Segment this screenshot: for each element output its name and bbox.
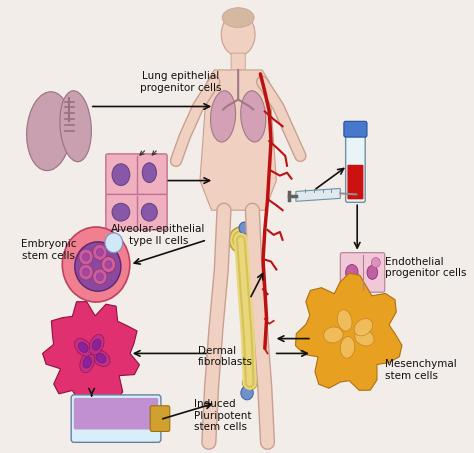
Ellipse shape	[92, 339, 101, 350]
Circle shape	[82, 268, 90, 276]
Ellipse shape	[112, 164, 130, 186]
FancyBboxPatch shape	[231, 53, 245, 73]
FancyBboxPatch shape	[346, 129, 365, 202]
Ellipse shape	[221, 13, 255, 56]
Ellipse shape	[74, 338, 92, 356]
Circle shape	[239, 222, 250, 234]
Ellipse shape	[96, 353, 106, 363]
Circle shape	[105, 260, 112, 269]
Ellipse shape	[324, 327, 343, 343]
Circle shape	[241, 386, 253, 400]
Ellipse shape	[89, 334, 104, 355]
Ellipse shape	[222, 8, 254, 28]
Ellipse shape	[78, 342, 88, 352]
Circle shape	[105, 233, 123, 253]
Ellipse shape	[60, 91, 91, 162]
Ellipse shape	[346, 265, 358, 280]
Ellipse shape	[27, 92, 71, 171]
Text: Embryonic
stem cells: Embryonic stem cells	[21, 239, 77, 260]
Ellipse shape	[355, 329, 374, 346]
Circle shape	[229, 227, 252, 253]
FancyBboxPatch shape	[347, 165, 364, 199]
Text: Endothelial
progenitor cells: Endothelial progenitor cells	[385, 257, 466, 278]
Ellipse shape	[83, 357, 91, 368]
Circle shape	[105, 260, 112, 269]
Circle shape	[79, 264, 93, 280]
FancyBboxPatch shape	[344, 121, 367, 137]
Circle shape	[96, 273, 103, 281]
Ellipse shape	[80, 352, 94, 373]
Circle shape	[93, 245, 107, 260]
Circle shape	[96, 248, 103, 256]
Ellipse shape	[210, 91, 236, 142]
Ellipse shape	[367, 265, 378, 280]
FancyBboxPatch shape	[106, 154, 167, 195]
Text: Alveolar-epithelial
type II cells: Alveolar-epithelial type II cells	[111, 224, 205, 246]
Ellipse shape	[241, 91, 266, 142]
FancyBboxPatch shape	[74, 398, 158, 429]
Text: Dermal
fibroblasts: Dermal fibroblasts	[198, 346, 253, 367]
Ellipse shape	[141, 203, 157, 221]
Circle shape	[62, 227, 130, 302]
Circle shape	[233, 231, 249, 249]
Polygon shape	[296, 188, 340, 201]
Polygon shape	[200, 70, 276, 210]
Circle shape	[93, 269, 107, 284]
FancyBboxPatch shape	[106, 194, 167, 230]
Circle shape	[79, 249, 93, 265]
Text: Mesenchymal
stem cells: Mesenchymal stem cells	[385, 359, 456, 381]
FancyBboxPatch shape	[340, 253, 385, 292]
Ellipse shape	[337, 310, 352, 331]
Ellipse shape	[75, 242, 121, 291]
Ellipse shape	[340, 337, 355, 358]
Circle shape	[372, 258, 380, 267]
Ellipse shape	[243, 376, 257, 390]
Ellipse shape	[92, 350, 110, 366]
FancyBboxPatch shape	[71, 395, 161, 442]
Ellipse shape	[354, 318, 373, 336]
Circle shape	[82, 253, 90, 261]
Polygon shape	[295, 273, 402, 390]
Ellipse shape	[142, 163, 156, 183]
Text: Induced
Pluripotent
stem cells: Induced Pluripotent stem cells	[194, 399, 251, 432]
Ellipse shape	[112, 203, 130, 221]
FancyBboxPatch shape	[150, 406, 170, 431]
Circle shape	[101, 257, 116, 272]
Text: Lung epithelial
progenitor cells: Lung epithelial progenitor cells	[140, 71, 221, 92]
Polygon shape	[43, 302, 139, 409]
Circle shape	[101, 257, 116, 272]
